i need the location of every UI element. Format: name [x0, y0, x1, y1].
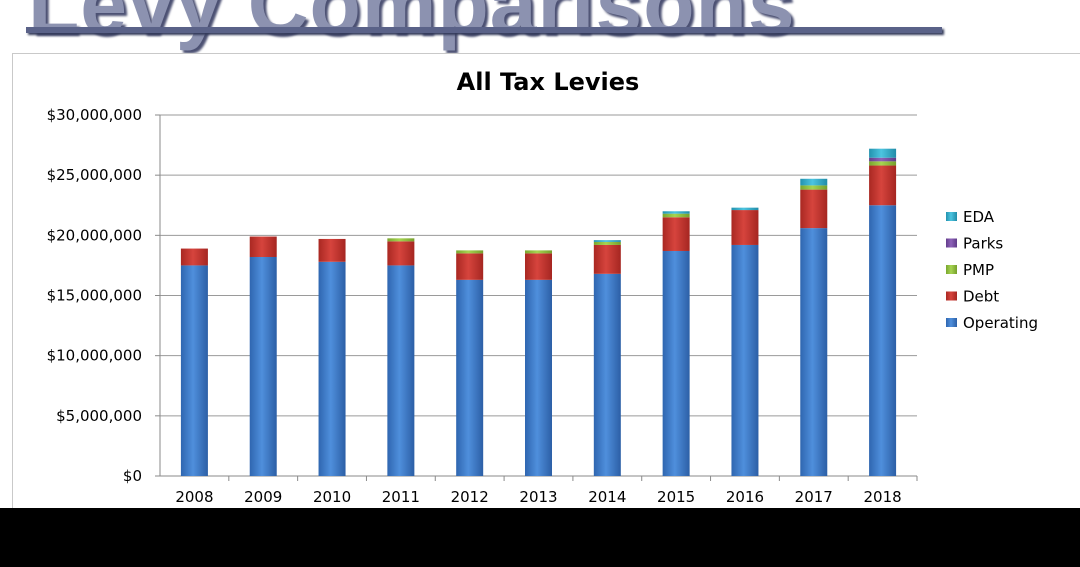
legend-item-parks: Parks — [946, 235, 1003, 253]
bar-debt-2014 — [593, 244, 621, 274]
x-tick-label: 2010 — [313, 488, 351, 506]
x-tick-label: 2017 — [795, 488, 833, 506]
y-tick-label: $5,000,000 — [56, 407, 142, 425]
x-tick-label: 2016 — [726, 488, 764, 506]
bar-operating-2018 — [869, 205, 897, 476]
bar-operating-2015 — [662, 250, 690, 476]
bar-parks-2018 — [869, 157, 897, 162]
bar-operating-2008 — [180, 265, 208, 476]
bar-stack-2011 — [387, 238, 415, 476]
y-tick-label: $25,000,000 — [47, 166, 142, 184]
chart-title: All Tax Levies — [457, 68, 640, 96]
bar-eda-2017 — [800, 178, 828, 186]
x-tick-label: 2014 — [588, 488, 626, 506]
bar-operating-2010 — [318, 261, 346, 476]
legend-swatch-debt — [946, 291, 957, 301]
bar-pmp-2011 — [387, 238, 415, 242]
legend-label: Debt — [963, 288, 999, 306]
bars — [180, 148, 897, 476]
bar-operating-2011 — [387, 265, 415, 476]
title-underline — [26, 27, 942, 33]
bar-stack-2016 — [731, 207, 759, 476]
bar-operating-2009 — [249, 256, 277, 476]
bottom-black-bar — [0, 508, 1080, 567]
x-axis: 2008 2009 2010 2011 2012 2013 2014 2015 2016 2017… — [175, 476, 918, 506]
bar-debt-2015 — [662, 217, 690, 251]
bar-operating-2014 — [593, 273, 621, 476]
legend-swatch-operating — [946, 318, 957, 327]
bar-pmp-2013 — [525, 250, 552, 254]
bar-debt-2016 — [731, 210, 759, 245]
legend-swatch-eda — [946, 212, 957, 221]
x-tick-label: 2009 — [244, 488, 282, 506]
bar-stack-2017 — [800, 178, 828, 476]
bar-debt-2011 — [387, 241, 415, 266]
bar-pmp-2018 — [869, 161, 897, 166]
legend-label: Operating — [963, 314, 1038, 332]
y-tick-label: $20,000,000 — [47, 226, 142, 244]
bar-operating-2017 — [800, 228, 828, 476]
bar-debt-2018 — [869, 165, 897, 206]
legend-item-operating: Operating — [946, 314, 1038, 332]
bar-pmp-2015 — [662, 213, 690, 218]
bar-debt-2008 — [180, 248, 208, 266]
y-tick-label: $0 — [123, 467, 142, 485]
legend-label: Parks — [963, 235, 1003, 253]
legend-label: PMP — [963, 261, 994, 279]
y-axis: $0 $5,000,000 $10,000,000 $15,000,000 $20,00… — [47, 106, 161, 485]
bar-stack-2013 — [525, 250, 552, 476]
x-tick-label: 2008 — [175, 488, 213, 506]
x-tick-label: 2018 — [863, 488, 901, 506]
bar-operating-2013 — [525, 279, 552, 476]
x-tick-label: 2011 — [382, 488, 420, 506]
bar-stack-2010 — [318, 238, 346, 476]
bar-operating-2016 — [731, 244, 759, 476]
bar-eda-2015 — [662, 211, 690, 214]
bar-debt-2009 — [249, 236, 277, 257]
x-tick-label: 2012 — [451, 488, 489, 506]
bar-pmp-2014 — [593, 241, 621, 245]
slide-title: Levy Comparisons — [28, 0, 796, 51]
legend: EDA Parks PMP Debt Operating — [946, 208, 1038, 332]
legend-item-debt: Debt — [946, 288, 999, 306]
x-tick-label: 2013 — [519, 488, 557, 506]
legend-swatch-pmp — [946, 265, 957, 274]
bar-pmp-2017 — [800, 185, 828, 190]
legend-item-pmp: PMP — [946, 261, 994, 279]
bar-stack-2015 — [662, 211, 690, 476]
y-tick-label: $10,000,000 — [47, 347, 142, 365]
bar-eda-2016 — [731, 207, 759, 211]
y-tick-label: $15,000,000 — [47, 287, 142, 305]
bar-debt-2010 — [318, 238, 346, 262]
bar-eda-2018 — [869, 148, 897, 158]
legend-item-eda: EDA — [946, 208, 995, 226]
bar-debt-2012 — [456, 253, 484, 280]
bar-pmp-2012 — [456, 250, 484, 254]
bar-debt-2017 — [800, 189, 828, 229]
bar-stack-2009 — [249, 236, 277, 476]
bar-stack-2014 — [593, 240, 621, 476]
bar-stack-2012 — [456, 250, 484, 476]
bar-debt-2013 — [525, 253, 552, 280]
x-tick-label: 2015 — [657, 488, 695, 506]
bar-eda-2014 — [593, 240, 621, 242]
bar-stack-2008 — [180, 248, 208, 476]
legend-label: EDA — [963, 208, 995, 226]
legend-swatch-parks — [946, 238, 957, 248]
bar-stack-2018 — [869, 148, 897, 476]
bar-operating-2012 — [456, 279, 484, 476]
y-tick-label: $30,000,000 — [47, 106, 142, 124]
